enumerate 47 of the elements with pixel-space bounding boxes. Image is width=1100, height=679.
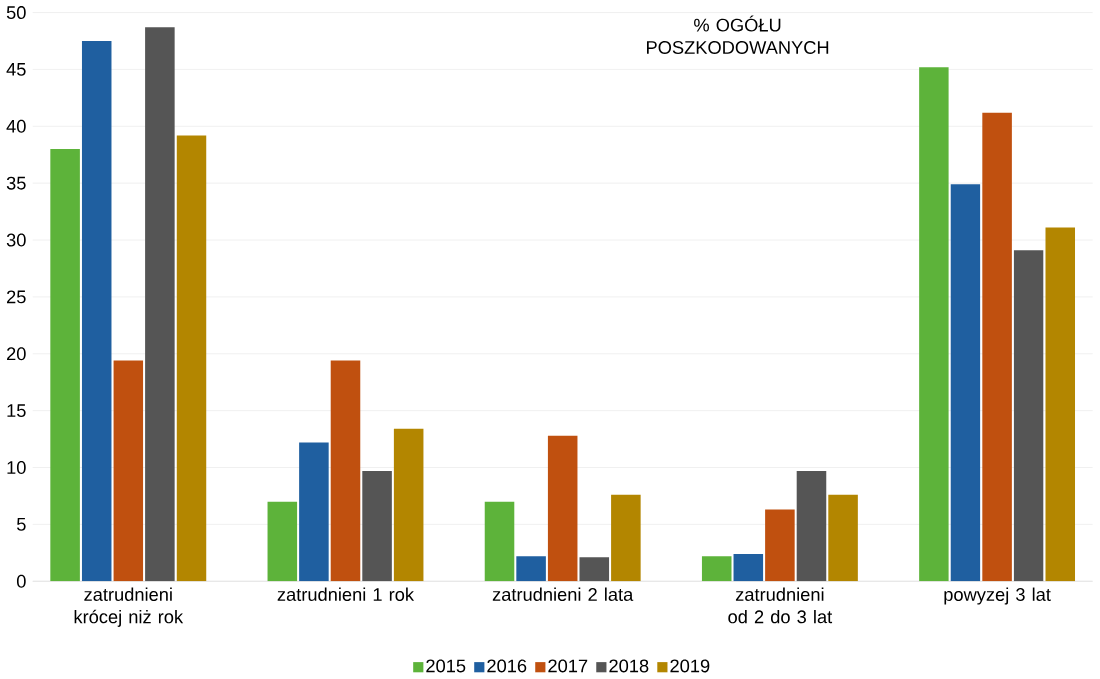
bar	[362, 470, 392, 582]
legend-label: 2017	[548, 659, 588, 673]
x-tick-label: zatrudnieni krócej niż rok	[74, 587, 184, 627]
bar	[176, 135, 207, 582]
legend-label: 2018	[609, 659, 649, 673]
bar	[113, 360, 144, 582]
bar	[50, 149, 80, 582]
y-tick-label: 40	[6, 119, 26, 133]
y-tick-label: 35	[6, 176, 26, 190]
bar	[828, 494, 858, 582]
bar	[796, 470, 827, 582]
x-tick-label: zatrudnieni 2 lata	[492, 587, 634, 601]
bar	[579, 557, 610, 582]
bar	[81, 40, 112, 582]
bar	[919, 67, 949, 582]
bar	[765, 509, 795, 582]
y-tick-label: 15	[7, 404, 26, 418]
bar	[267, 501, 298, 582]
legend-label: 2015	[426, 659, 466, 673]
legend-label: 2019	[670, 659, 710, 673]
y-tick-label: 45	[6, 63, 26, 76]
x-tick-label: zatrudnieni od 2 do 3 lat	[728, 587, 833, 624]
bar	[701, 556, 732, 582]
y-tick-label: 30	[6, 233, 26, 247]
bar	[484, 501, 515, 582]
bar	[733, 553, 764, 582]
bar	[950, 184, 981, 582]
bar	[611, 494, 641, 582]
x-tick-label: zatrudnieni 1 rok	[277, 587, 415, 601]
bar	[393, 428, 424, 582]
bar	[982, 112, 1012, 582]
y-tick-label: 10	[7, 461, 26, 474]
legend-label: 2016	[487, 659, 527, 673]
text: % OGÓŁU POSZKODOWANYCH	[647, 15, 829, 54]
bar	[330, 360, 361, 582]
x-tick-label: powyzej 3 lat	[944, 587, 1051, 605]
y-tick-label: 5	[16, 518, 26, 531]
bar	[299, 442, 329, 582]
y-tick-label: 0	[16, 574, 26, 588]
bar	[145, 27, 175, 582]
bar	[1045, 227, 1076, 582]
bar	[547, 435, 578, 582]
bar	[516, 556, 546, 582]
bar	[1013, 250, 1044, 582]
y-tick-label: 50	[6, 6, 26, 20]
y-tick-label: 25	[7, 290, 26, 304]
y-tick-label: 20	[7, 347, 26, 361]
